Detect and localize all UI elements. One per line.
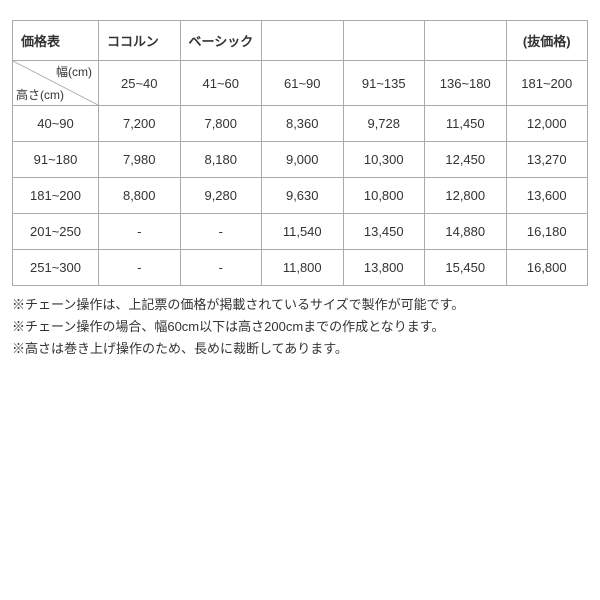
price-cell: -: [99, 214, 181, 250]
price-cell: 13,450: [343, 214, 425, 250]
note-line: ※高さは巻き上げ操作のため、長めに裁断してあります。: [12, 338, 588, 360]
price-cell: 15,450: [425, 250, 507, 286]
price-cell: -: [180, 214, 262, 250]
price-cell: 13,800: [343, 250, 425, 286]
header-col-5: [343, 21, 425, 61]
price-cell: 16,180: [506, 214, 588, 250]
price-cell: 11,450: [425, 106, 507, 142]
price-cell: 7,980: [99, 142, 181, 178]
price-cell: 10,800: [343, 178, 425, 214]
price-cell: 10,300: [343, 142, 425, 178]
price-cell: 11,800: [262, 250, 344, 286]
width-col: 61~90: [262, 61, 344, 106]
header-price-note: (抜価格): [506, 21, 588, 61]
note-line: ※チェーン操作は、上記票の価格が掲載されているサイズで製作が可能です。: [12, 294, 588, 316]
price-cell: 12,000: [506, 106, 588, 142]
height-label: 91~180: [13, 142, 99, 178]
price-cell: 8,360: [262, 106, 344, 142]
width-col: 136~180: [425, 61, 507, 106]
price-cell: 12,800: [425, 178, 507, 214]
height-label: 251~300: [13, 250, 99, 286]
height-label: 40~90: [13, 106, 99, 142]
price-cell: 9,000: [262, 142, 344, 178]
price-cell: 14,880: [425, 214, 507, 250]
header-col-2: ココルン: [99, 21, 181, 61]
height-label: 181~200: [13, 178, 99, 214]
diag-width-label: 幅(cm): [56, 63, 92, 80]
diag-height-label: 高さ(cm): [16, 86, 64, 103]
table-row: 181~200 8,800 9,280 9,630 10,800 12,800 …: [13, 178, 588, 214]
table-title: 価格表: [13, 21, 99, 61]
price-cell: 8,180: [180, 142, 262, 178]
price-cell: 9,630: [262, 178, 344, 214]
price-table: 価格表 ココルン ベーシック (抜価格) 幅(cm) 高さ(cm) 25~40 …: [12, 20, 588, 286]
table-row: 201~250 - - 11,540 13,450 14,880 16,180: [13, 214, 588, 250]
width-col: 41~60: [180, 61, 262, 106]
header-col-3: ベーシック: [180, 21, 262, 61]
price-cell: -: [180, 250, 262, 286]
price-cell: 12,450: [425, 142, 507, 178]
header-col-4: [262, 21, 344, 61]
price-cell: 13,600: [506, 178, 588, 214]
table-row: 40~90 7,200 7,800 8,360 9,728 11,450 12,…: [13, 106, 588, 142]
price-cell: 7,200: [99, 106, 181, 142]
table-row: 91~180 7,980 8,180 9,000 10,300 12,450 1…: [13, 142, 588, 178]
notes-section: ※チェーン操作は、上記票の価格が掲載されているサイズで製作が可能です。 ※チェー…: [12, 294, 588, 360]
note-line: ※チェーン操作の場合、幅60cm以下は高さ200cmまでの作成となります。: [12, 316, 588, 338]
price-cell: 13,270: [506, 142, 588, 178]
width-row: 幅(cm) 高さ(cm) 25~40 41~60 61~90 91~135 13…: [13, 61, 588, 106]
price-cell: 8,800: [99, 178, 181, 214]
price-cell: 7,800: [180, 106, 262, 142]
header-row: 価格表 ココルン ベーシック (抜価格): [13, 21, 588, 61]
price-cell: 16,800: [506, 250, 588, 286]
height-label: 201~250: [13, 214, 99, 250]
price-cell: 11,540: [262, 214, 344, 250]
width-col: 91~135: [343, 61, 425, 106]
price-cell: 9,728: [343, 106, 425, 142]
width-col: 181~200: [506, 61, 588, 106]
header-col-6: [425, 21, 507, 61]
table-row: 251~300 - - 11,800 13,800 15,450 16,800: [13, 250, 588, 286]
price-cell: -: [99, 250, 181, 286]
width-col: 25~40: [99, 61, 181, 106]
price-cell: 9,280: [180, 178, 262, 214]
diagonal-header-cell: 幅(cm) 高さ(cm): [13, 61, 99, 106]
